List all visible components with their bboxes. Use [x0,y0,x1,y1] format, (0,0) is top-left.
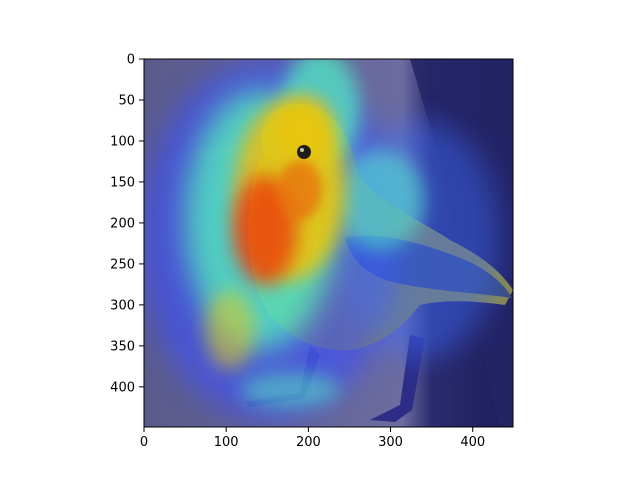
y-axis: 0 50 100 150 200 250 300 350 400 [110,53,144,395]
heatmap-image [144,59,513,427]
x-tick-label: 200 [296,435,321,450]
heatmap-overlay [144,59,500,420]
y-tick-label: 300 [110,298,135,313]
bird-eye-highlight [300,148,304,152]
y-tick-label: 50 [118,93,135,108]
x-tick-label: 400 [460,435,485,450]
y-tick-label: 0 [127,53,135,68]
x-tick-label: 100 [214,435,239,450]
y-tick-label: 250 [110,257,135,272]
y-tick-label: 150 [110,175,135,190]
axes-frame [143,58,514,428]
y-tick-label: 400 [110,380,135,395]
x-tick-label: 0 [140,435,148,450]
y-tick-label: 200 [110,216,135,231]
y-tick-label: 100 [110,134,135,149]
bird-eye [297,145,311,159]
x-axis: 0 100 200 300 400 [140,427,485,450]
x-tick-label: 300 [378,435,403,450]
y-tick-label: 350 [110,339,135,354]
